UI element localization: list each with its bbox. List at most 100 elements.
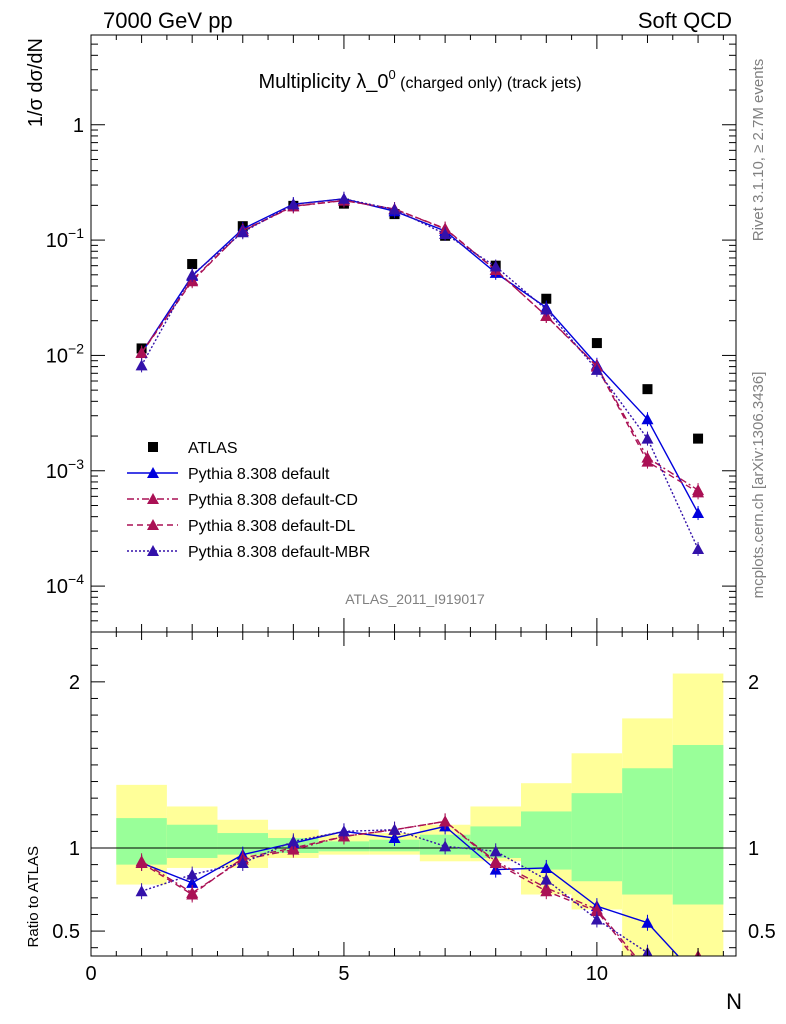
main-y-tick-label: 10−2 bbox=[46, 340, 84, 367]
legend: ATLAS Pythia 8.308 default Pythia 8.308 de… bbox=[127, 440, 370, 561]
x-tick-label: 0 bbox=[85, 963, 96, 985]
main-point bbox=[287, 198, 300, 210]
main-frame bbox=[90, 34, 737, 633]
main-y-tick-label: 10−3 bbox=[46, 456, 84, 483]
ratio-point bbox=[186, 868, 199, 880]
ratio-series-line-3 bbox=[141, 829, 653, 956]
ratio-point bbox=[489, 856, 502, 868]
main-point bbox=[135, 346, 148, 358]
legend-label: Pythia 8.308 default-DL bbox=[188, 518, 355, 535]
legend-marker bbox=[147, 467, 159, 478]
atlas-data-point bbox=[642, 384, 653, 395]
legend-marker-atlas bbox=[148, 442, 158, 452]
ratio-point bbox=[641, 968, 653, 979]
header-right: Soft QCD bbox=[638, 8, 732, 33]
main-point bbox=[135, 359, 148, 371]
legend-label: ATLAS bbox=[188, 440, 238, 457]
main-point bbox=[236, 226, 249, 238]
ratio-y-tick-label-left: 1 bbox=[69, 838, 80, 860]
ratio-point bbox=[439, 815, 452, 827]
analysis-watermark: ATLAS_2011_I919017 bbox=[345, 591, 485, 607]
main-series-line-1 bbox=[141, 198, 699, 514]
rivet-version-label: Rivet 3.1.10, ≥ 2.7M events bbox=[750, 59, 767, 242]
legend-label: Pythia 8.308 default-MBR bbox=[188, 544, 370, 561]
main-ylabel: 1/σ dσ/dN bbox=[25, 38, 47, 127]
ratio-point bbox=[692, 990, 704, 1001]
ratio-point bbox=[540, 861, 553, 873]
main-point bbox=[641, 455, 654, 467]
main-y-tick-label: 10−1 bbox=[46, 225, 84, 252]
ratio-point bbox=[540, 885, 553, 897]
ratio-point bbox=[135, 885, 148, 897]
main-point bbox=[489, 260, 502, 272]
ratio-point bbox=[590, 905, 603, 917]
ratio-point bbox=[186, 888, 199, 900]
atlas-data-point bbox=[187, 259, 198, 270]
axes-group: 0 5 10 10−4 10−3 10−2 10−1 1 0.5 0.5 1 1 2 2 bbox=[46, 34, 776, 985]
source-label: mcplots.cern.ch [arXiv:1306.3436] bbox=[750, 372, 767, 599]
main-series-line-3 bbox=[141, 199, 699, 493]
main-point bbox=[540, 303, 553, 315]
ratio-ylabel: Ratio to ATLAS bbox=[25, 846, 42, 947]
main-point bbox=[641, 413, 654, 425]
x-tick-label: 10 bbox=[586, 963, 608, 985]
main-y-tick-label: 1 bbox=[73, 115, 84, 137]
ratio-frame bbox=[90, 631, 737, 957]
ratio-y-tick-label-right: 2 bbox=[748, 672, 759, 694]
ratio-band-inner bbox=[571, 793, 623, 882]
legend-marker bbox=[147, 493, 159, 504]
ratio-point bbox=[287, 835, 300, 847]
plot-title-sup: 0 bbox=[388, 67, 395, 82]
main-point bbox=[337, 192, 350, 204]
ratio-point bbox=[540, 873, 553, 885]
ratio-point bbox=[439, 840, 452, 852]
main-series-group bbox=[135, 191, 705, 556]
legend-marker bbox=[147, 519, 159, 530]
main-point bbox=[692, 507, 705, 519]
ratio-y-tick-label-left: 2 bbox=[69, 672, 80, 694]
main-point bbox=[590, 363, 603, 375]
ratio-point bbox=[692, 972, 704, 983]
atlas-data-point bbox=[591, 338, 602, 349]
ratio-y-tick-label-right: 1 bbox=[748, 838, 759, 860]
ratio-band-inner bbox=[318, 841, 370, 852]
ratio-series-line-2 bbox=[141, 820, 634, 956]
x-tick-label: 5 bbox=[338, 963, 349, 985]
ratio-point bbox=[236, 856, 249, 868]
ratio-point bbox=[641, 965, 653, 976]
ratio-point bbox=[590, 913, 603, 925]
main-point bbox=[692, 542, 705, 554]
ratio-band-inner bbox=[622, 768, 673, 895]
ratio-series-line-0 bbox=[141, 825, 680, 956]
main-point bbox=[641, 432, 654, 444]
ratio-point bbox=[489, 845, 502, 857]
atlas-data-point bbox=[541, 293, 552, 304]
ratio-point bbox=[337, 825, 350, 837]
ratio-band-inner bbox=[166, 824, 218, 858]
main-point bbox=[388, 203, 401, 215]
main-point bbox=[186, 268, 199, 280]
ratio-band-inner bbox=[672, 744, 724, 905]
ratio-point bbox=[641, 916, 654, 928]
main-y-tick-label: 10−4 bbox=[46, 571, 84, 598]
plot-title-rest: (charged only) (track jets) bbox=[396, 75, 582, 92]
main-series-line-4 bbox=[140, 198, 699, 550]
plot-title: Multiplicity λ_00 (charged only) (track … bbox=[258, 67, 581, 93]
main-point bbox=[439, 227, 452, 239]
header-left: 7000 GeV pp bbox=[103, 8, 233, 33]
atlas-data-point bbox=[693, 433, 704, 444]
ratio-y-tick-label-left: 0.5 bbox=[52, 921, 80, 943]
legend-label: Pythia 8.308 default bbox=[188, 466, 330, 483]
plot-title-main: Multiplicity λ_0 bbox=[258, 71, 388, 93]
x-axis-label: N bbox=[726, 989, 742, 1014]
ratio-uncertainty-bands bbox=[91, 673, 736, 956]
main-point bbox=[692, 486, 705, 498]
ratio-y-tick-label-right: 0.5 bbox=[748, 921, 776, 943]
ratio-band-inner bbox=[521, 811, 572, 870]
ratio-point bbox=[388, 823, 401, 835]
legend-marker bbox=[147, 545, 159, 556]
ratio-point bbox=[135, 856, 148, 868]
legend-label: Pythia 8.308 default-CD bbox=[188, 492, 358, 509]
ratio-band-inner bbox=[217, 833, 269, 855]
